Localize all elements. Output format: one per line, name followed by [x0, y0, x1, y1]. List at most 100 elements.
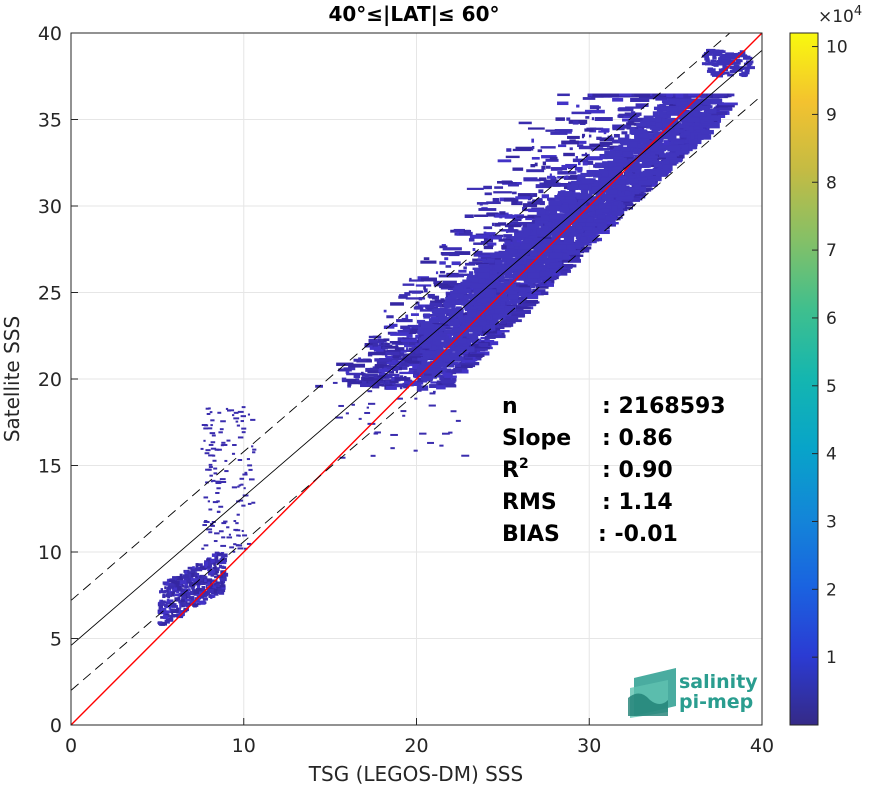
- density-cell: [693, 112, 707, 117]
- density-cell: [417, 380, 424, 383]
- density-cell: [504, 240, 511, 246]
- density-cell: [615, 197, 621, 203]
- density-cell: [514, 234, 522, 241]
- density-cell: [203, 427, 209, 430]
- density-cell: [604, 150, 616, 157]
- density-cell: [506, 243, 515, 249]
- density-cell: [578, 145, 592, 150]
- density-cell: [656, 160, 670, 165]
- density-cell: [223, 520, 228, 523]
- density-cell: [428, 318, 440, 324]
- stat-value: : 2168593: [602, 394, 726, 419]
- density-cell: [422, 321, 433, 325]
- density-cell: [172, 608, 175, 612]
- density-cell: [477, 324, 488, 330]
- density-cell: [532, 259, 546, 263]
- density-cell: [237, 436, 244, 439]
- density-cell: [553, 244, 567, 250]
- density-cell: [389, 323, 398, 327]
- density-cell: [706, 105, 713, 109]
- density-cell: [221, 553, 225, 558]
- density-cell: [584, 230, 597, 236]
- density-cell: [562, 199, 577, 205]
- density-cell: [535, 220, 549, 224]
- density-cell: [605, 189, 618, 195]
- density-cell: [584, 109, 605, 114]
- density-cell: [406, 334, 413, 338]
- density-cell: [235, 522, 239, 525]
- density-cell: [569, 147, 573, 151]
- density-cell: [638, 179, 651, 186]
- density-cell: [671, 117, 676, 124]
- density-cell: [539, 255, 548, 261]
- density-cell: [377, 338, 387, 343]
- density-cell: [523, 229, 531, 235]
- density-cell: [746, 60, 754, 64]
- density-cell: [172, 591, 175, 596]
- density-cell: [469, 337, 479, 343]
- density-cell: [618, 113, 629, 117]
- density-cell: [591, 185, 600, 191]
- density-cell: [619, 149, 625, 155]
- density-cell: [439, 444, 444, 447]
- density-cell: [420, 277, 437, 282]
- density-cell: [425, 304, 435, 309]
- density-cell: [238, 534, 241, 537]
- density-cell: [205, 449, 211, 452]
- density-cell: [513, 242, 521, 247]
- density-cell: [503, 197, 519, 202]
- density-cell: [164, 589, 169, 593]
- density-cell: [447, 273, 465, 278]
- density-cell: [506, 274, 516, 279]
- density-cell: [466, 295, 478, 300]
- density-cell: [459, 325, 467, 331]
- density-cell: [456, 364, 473, 369]
- density-cell: [361, 371, 364, 376]
- density-cell: [645, 133, 654, 140]
- density-cell: [545, 266, 559, 273]
- density-cell: [729, 61, 738, 65]
- density-cell: [209, 411, 213, 414]
- density-cell: [454, 364, 462, 367]
- density-cell: [669, 98, 676, 105]
- density-cell: [640, 120, 650, 124]
- density-cell: [475, 250, 483, 254]
- density-cell: [480, 321, 492, 327]
- density-cell: [461, 357, 473, 360]
- y-axis-label: Satellite SSS: [0, 316, 24, 442]
- density-cell: [440, 342, 450, 348]
- density-cell: [427, 342, 439, 348]
- density-cell: [480, 240, 489, 245]
- density-cell: [624, 161, 629, 168]
- density-cell: [689, 126, 694, 133]
- y-tick-label: 15: [38, 456, 62, 478]
- density-cell: [190, 578, 198, 582]
- density-cell: [573, 214, 581, 219]
- density-cell: [436, 336, 446, 340]
- density-cell: [602, 183, 614, 188]
- density-cell: [483, 185, 492, 190]
- y-axis: 0 5 10 15 20 25 30 35 40: [38, 23, 78, 737]
- density-cell: [188, 602, 191, 606]
- density-cell: [595, 162, 606, 168]
- density-cell: [670, 111, 679, 116]
- density-cell: [534, 263, 539, 268]
- density-cell: [436, 339, 442, 346]
- density-cell: [675, 150, 682, 155]
- density-cell: [394, 347, 405, 351]
- density-cell: [674, 128, 680, 133]
- density-cell: [588, 134, 592, 138]
- density-cell: [666, 112, 671, 119]
- density-cell: [411, 380, 424, 385]
- density-cell: [600, 177, 611, 183]
- density-cell: [478, 263, 489, 268]
- density-cell: [541, 165, 546, 170]
- density-cell: [205, 576, 208, 580]
- density-cell: [248, 468, 253, 471]
- density-cell: [233, 417, 240, 420]
- density-cell: [527, 214, 547, 218]
- density-cell: [358, 357, 362, 362]
- density-cell: [666, 107, 678, 112]
- density-cell: [364, 375, 369, 379]
- density-cell: [208, 443, 214, 446]
